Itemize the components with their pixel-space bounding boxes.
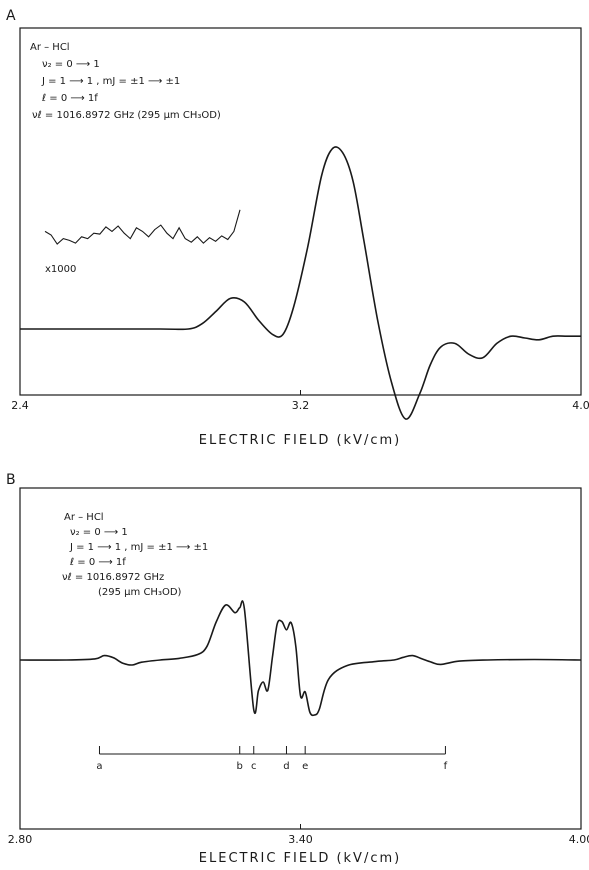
panel-a-letter: A [6, 8, 16, 24]
x-tick-label: 3.40 [288, 833, 313, 846]
annotation-line: ℓ = 0 ⟶ 1f [42, 93, 98, 104]
panel-a-x-ticks: 2.4 3.2 4.0 [11, 390, 589, 412]
panel-b-letter: B [6, 472, 16, 488]
panel-b-series-line [19, 600, 582, 717]
panel-b: B Ar – HCl ν₂ = 0 ⟶ 1 J = 1 ⟶ 1 , mJ = ±… [6, 472, 589, 866]
panel-b-annotation: Ar – HCl ν₂ = 0 ⟶ 1 J = 1 ⟶ 1 , mJ = ±1 … [62, 512, 208, 598]
annotation-line: ν₂ = 0 ⟶ 1 [70, 527, 128, 538]
panel-a-inset-trace [44, 209, 241, 245]
panel-a-annotation: Ar – HCl ν₂ = 0 ⟶ 1 J = 1 ⟶ 1 , mJ = ±1 … [30, 42, 221, 121]
annotation-line: (295 μm CH₃OD) [98, 587, 182, 598]
annotation-line: ν₂ = 0 ⟶ 1 [42, 59, 100, 70]
panel-b-x-ticks: 2.80 3.40 4.00 [8, 824, 589, 846]
panel-a: A Ar – HCl ν₂ = 0 ⟶ 1 J = 1 ⟶ 1 , mJ = ±… [6, 8, 589, 448]
marker-label: a [96, 761, 102, 772]
x-tick-label: 4.0 [572, 399, 589, 412]
x-tick-label: 2.4 [11, 399, 29, 412]
marker-label: b [237, 761, 243, 772]
x-tick-label: 4.00 [569, 833, 589, 846]
annotation-line: νℓ = 1016.8972 GHz [62, 572, 164, 583]
x-tick-label: 3.2 [292, 399, 310, 412]
panel-a-series-line [20, 146, 581, 420]
panel-b-x-axis-label: ELECTRIC FIELD (kV/cm) [199, 851, 401, 866]
panel-a-inset-label: x1000 [45, 264, 76, 275]
marker-label: d [283, 761, 289, 772]
marker-label: f [444, 761, 448, 772]
annotation-line: Ar – HCl [30, 42, 70, 53]
panel-a-x-axis-label: ELECTRIC FIELD (kV/cm) [199, 433, 401, 448]
annotation-line: ℓ = 0 ⟶ 1f [70, 557, 126, 568]
annotation-line: νℓ = 1016.8972 GHz (295 μm CH₃OD) [32, 110, 221, 121]
panel-b-frame [19, 487, 582, 830]
x-tick-label: 2.80 [8, 833, 33, 846]
annotation-line: Ar – HCl [64, 512, 104, 523]
marker-label: e [302, 761, 308, 772]
annotation-line: J = 1 ⟶ 1 , mJ = ±1 ⟶ ±1 [69, 542, 208, 553]
marker-label: c [251, 761, 257, 772]
annotation-line: J = 1 ⟶ 1 , mJ = ±1 ⟶ ±1 [41, 76, 180, 87]
